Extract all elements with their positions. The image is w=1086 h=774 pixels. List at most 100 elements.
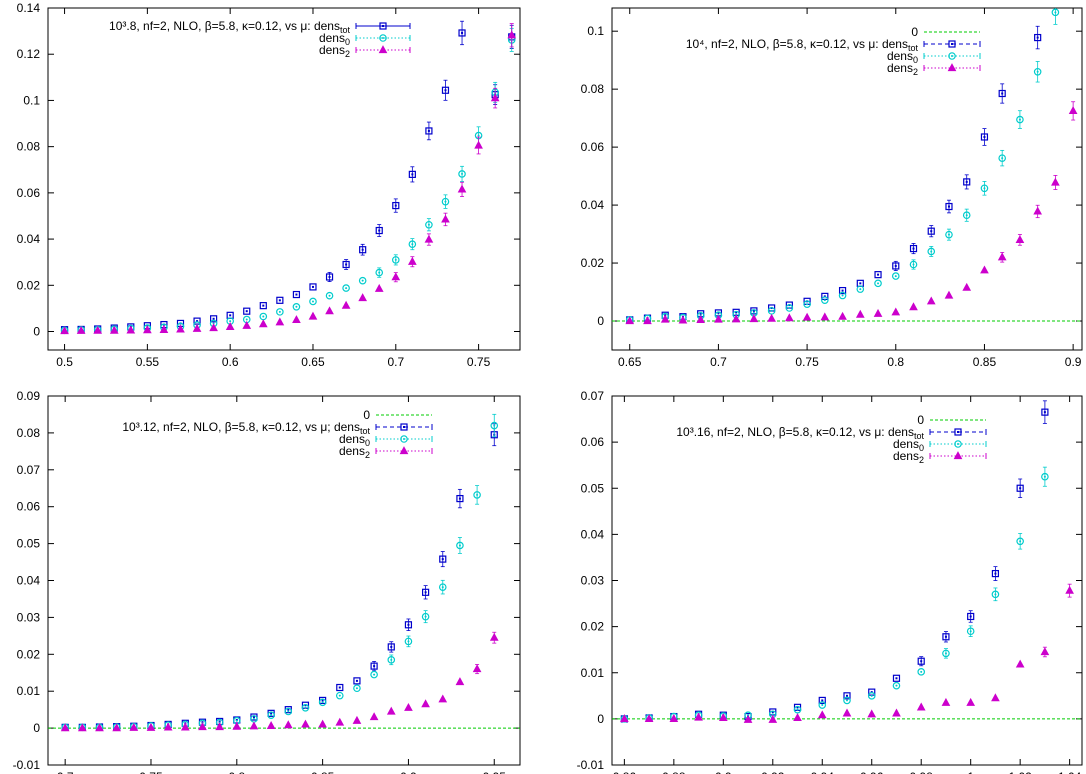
y-tick-label: 0.06	[17, 186, 41, 200]
point-dens-tot	[210, 315, 218, 323]
point-dens-0	[909, 260, 918, 269]
x-tick-label: 0.8	[887, 355, 904, 369]
legend-marker-tot	[948, 40, 956, 48]
point-dens-2	[926, 296, 936, 305]
point-dens-tot-core	[965, 180, 968, 183]
point-dens-tot	[963, 178, 971, 186]
point-dens-0-core	[262, 315, 265, 318]
point-dens-tot-core	[295, 293, 298, 296]
y-tick-label: 0.1	[23, 93, 40, 107]
x-tick-label: 0.98	[910, 770, 934, 774]
point-dens-0-core	[859, 288, 862, 291]
data-points	[620, 400, 1074, 723]
x-tick-label: 0.75	[795, 355, 819, 369]
point-dens-2	[266, 721, 276, 729]
legend-series-sub: tot	[914, 431, 925, 441]
point-dens-2	[209, 323, 218, 332]
point-dens-tot-core	[218, 720, 221, 723]
point-dens-tot-core	[373, 665, 376, 668]
point-dens-2	[941, 697, 951, 706]
point-dens-0	[1041, 472, 1049, 481]
point-dens-0-core	[407, 640, 410, 643]
y-tick-label: 0.06	[17, 500, 41, 514]
point-dens-tot	[259, 302, 267, 310]
x-tick-label: 0.65	[301, 355, 325, 369]
point-dens-0	[1016, 115, 1024, 124]
point-dens-0-core	[493, 424, 496, 427]
point-dens-tot	[991, 569, 1000, 578]
point-dens-0-core	[1018, 118, 1021, 121]
point-dens-2	[669, 714, 679, 722]
point-dens-0-core	[295, 305, 298, 308]
legend-marker-0	[948, 52, 956, 60]
point-dens-tot	[917, 657, 925, 665]
point-dens-tot-core	[771, 710, 774, 713]
point-dens-tot-core	[841, 289, 844, 292]
point-dens-2	[507, 30, 517, 39]
point-dens-2	[644, 714, 654, 722]
x-tick-label: 0.86	[613, 770, 637, 774]
point-dens-0-core	[424, 615, 427, 618]
legend-label-dens-tot: 10³.16, nf=2, NLO, β=5.8, κ=0.12, vs μ: …	[676, 425, 924, 441]
point-dens-0-core	[361, 279, 364, 282]
point-dens-2	[892, 708, 901, 717]
x-tick-label: 0.85	[311, 770, 335, 774]
chart-panel-top-right: 0.65 0.7 0.75 0.8 0.85 0.9 0 0.02 0.04 0.06 0.08 0.…	[581, 7, 1083, 369]
point-dens-2	[308, 311, 318, 320]
point-dens-0	[342, 284, 350, 292]
point-dens-2	[112, 723, 121, 732]
point-dens-0	[267, 711, 275, 719]
point-dens-0-core	[328, 294, 331, 297]
point-dens-0-core	[229, 320, 232, 323]
legend-series-base: dens	[882, 37, 908, 51]
legend-series-sub: 2	[365, 450, 370, 460]
y-tick-label: 0.02	[581, 620, 605, 634]
point-dens-2	[625, 316, 635, 325]
point-dens-0-core	[877, 282, 880, 285]
point-dens-0	[318, 698, 327, 707]
point-dens-tot	[927, 227, 935, 235]
x-tick-label: 0.9	[1065, 355, 1082, 369]
point-dens-0	[991, 590, 1000, 599]
legend-label-dens-0: dens0	[893, 437, 924, 453]
point-dens-tot	[1016, 484, 1024, 492]
plot-frame	[47, 7, 521, 351]
y-tick-label: 0.07	[17, 463, 41, 477]
point-dens-2	[731, 314, 741, 323]
point-dens-0-core	[270, 714, 273, 717]
legend-marker-tot-core	[951, 43, 953, 45]
y-tick-label: 0.01	[581, 666, 605, 680]
legend-marker-tot-core	[957, 431, 959, 433]
point-dens-tot	[375, 226, 383, 235]
point-dens-2	[215, 722, 224, 731]
legend-series-base: dens	[888, 425, 914, 439]
point-dens-2	[180, 722, 190, 731]
point-dens-0	[438, 583, 447, 591]
point-dens-0	[838, 291, 847, 300]
point-dens-tot-core	[859, 282, 862, 285]
point-dens-tot-core	[752, 309, 755, 312]
point-dens-2	[991, 693, 1000, 702]
point-dens-0	[892, 681, 901, 690]
point-dens-0	[856, 285, 865, 293]
point-dens-2	[817, 710, 827, 719]
point-dens-0-core	[355, 687, 358, 690]
point-dens-tot	[425, 127, 433, 135]
legend-series-sub: 2	[345, 49, 350, 59]
point-dens-0	[473, 491, 481, 499]
point-dens-0-core	[444, 200, 447, 203]
data-points	[60, 413, 499, 732]
legend-marker-tot	[379, 22, 387, 30]
point-dens-0	[962, 211, 971, 220]
y-tick-label: 0.02	[17, 278, 41, 292]
point-dens-tot-core	[461, 31, 464, 34]
legend-label-dens-2: dens2	[893, 449, 924, 465]
y-tick-label: 0.06	[581, 140, 605, 154]
point-dens-tot-core	[735, 311, 738, 314]
point-dens-tot	[404, 621, 413, 629]
y-tick-label: 0	[597, 712, 604, 726]
x-tick-label: 0.6	[222, 355, 239, 369]
point-dens-0-core	[930, 250, 933, 253]
x-tick-label: 0.92	[761, 770, 785, 774]
legend-marker-0	[400, 435, 408, 443]
